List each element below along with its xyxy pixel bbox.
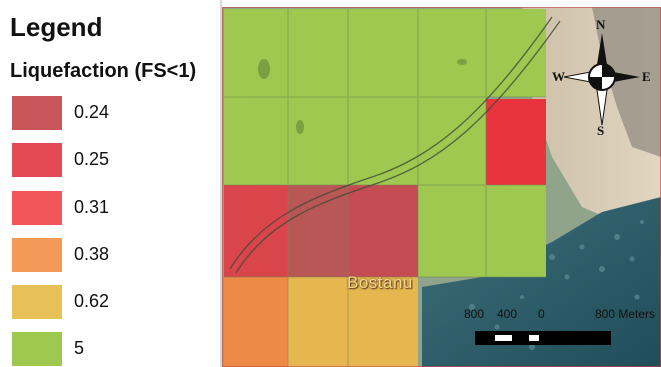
legend-item-0-25: 0.25: [12, 143, 212, 177]
grid-cell: [288, 185, 348, 277]
scale-label-meters: 800 Meters: [595, 307, 656, 321]
legend-label: 0.24: [74, 102, 110, 122]
legend-label: 0.25: [74, 149, 110, 169]
grid-cell: [288, 97, 348, 185]
grid-cell: [486, 99, 546, 185]
north-arrow-graphic: [563, 33, 640, 126]
north-label: N: [596, 17, 606, 32]
legend-item-0-62: 0.62: [12, 285, 212, 319]
legend-label: 0.38: [74, 244, 110, 264]
legend-item-0-31: 0.31: [12, 191, 212, 225]
grid-cell: [418, 185, 486, 277]
grid-cell: [224, 9, 288, 97]
legend-swatch: [12, 191, 62, 225]
grid-lines: [224, 9, 546, 367]
legend-swatch: [12, 238, 62, 272]
grid-cell: [348, 185, 418, 277]
legend-item-5: 5: [12, 332, 212, 366]
legend-subtitle: Liquefaction (FS<1): [10, 60, 197, 82]
legend-swatch: [12, 285, 62, 319]
legend-item-0-38: 0.38: [12, 238, 212, 272]
scale-label-800: 800: [464, 307, 485, 321]
grid-cell: [288, 277, 348, 367]
grid-cell: [348, 97, 418, 185]
town-label: Bostanu: [347, 273, 413, 292]
legend-label: 0.62: [74, 291, 110, 311]
grid-cell: [486, 185, 546, 277]
grid-cell: [224, 97, 288, 185]
scale-label-0: 0: [538, 307, 545, 321]
urban-area: [592, 7, 661, 157]
sea-area: [422, 197, 661, 367]
legend-swatch: [12, 143, 62, 177]
grid-cell: [348, 277, 418, 367]
sea-texture: [469, 220, 644, 350]
scale-bar-segment: [495, 335, 512, 341]
legend-panel: Legend Liquefaction (FS<1) 0.24 0.25 0.3…: [0, 0, 222, 367]
grid-cell: [348, 9, 418, 97]
scale-bar-segment: [529, 335, 539, 341]
legend-label: 0.31: [74, 197, 110, 217]
grid-cells: [224, 9, 546, 367]
east-label: E: [642, 69, 651, 84]
map-graphic: [222, 7, 661, 367]
legend-item-0-24: 0.24: [12, 96, 212, 130]
grid-cell: [418, 9, 486, 97]
scale-bar: [475, 331, 611, 345]
west-label: W: [552, 69, 565, 84]
south-label: S: [597, 123, 605, 138]
grid-cell: [288, 9, 348, 97]
legend-swatch: [12, 96, 62, 130]
railway-lines: [229, 16, 561, 274]
legend-title: Legend: [10, 12, 103, 42]
legend-swatch: [12, 332, 62, 366]
map-canvas: Bostanu 800 400 0 800 Meters N: [222, 7, 661, 367]
legend-label: 5: [74, 338, 85, 358]
grid-cell: [224, 277, 288, 367]
terrain-marks: [258, 59, 467, 134]
compass-rose-icon: N S W E: [552, 17, 652, 138]
scale-label-400: 400: [497, 307, 518, 321]
